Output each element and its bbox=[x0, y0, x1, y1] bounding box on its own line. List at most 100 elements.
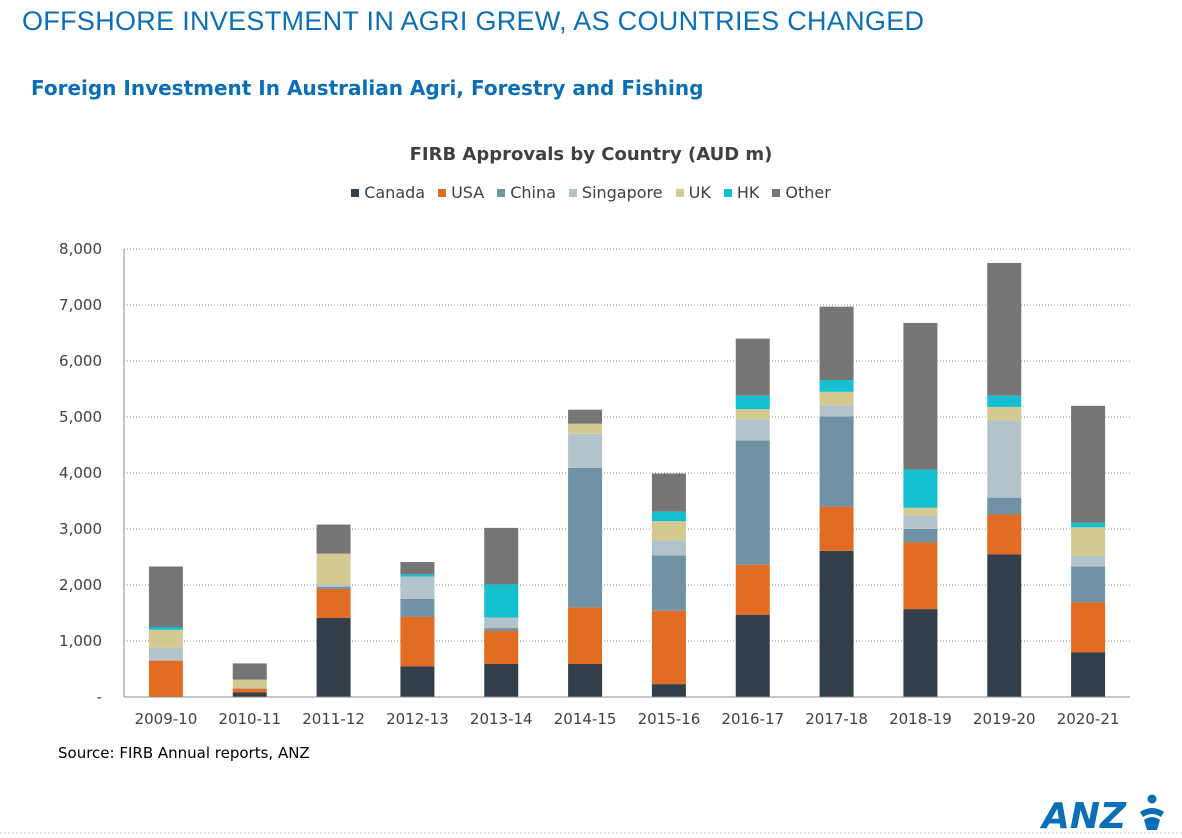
bar-segment-china bbox=[819, 416, 854, 507]
bar-segment-hk bbox=[400, 574, 435, 577]
bar-segment-china bbox=[651, 555, 686, 611]
source-note: Source: FIRB Annual reports, ANZ bbox=[58, 744, 310, 762]
bar-segment-usa bbox=[400, 616, 435, 667]
bar-segment-canada bbox=[232, 692, 267, 697]
anz-logo-text: ANZ bbox=[1040, 796, 1127, 832]
bar-segment-other bbox=[735, 338, 770, 396]
legend-swatch bbox=[675, 188, 684, 197]
y-tick-label: 3,000 bbox=[59, 520, 102, 538]
page-title: OFFSHORE INVESTMENT IN AGRI GREW, AS COU… bbox=[22, 6, 925, 36]
bar-segment-usa bbox=[232, 688, 267, 693]
bar-segment-usa bbox=[484, 630, 519, 664]
bar-segment-hk bbox=[903, 469, 938, 508]
bar-segment-china bbox=[316, 586, 351, 589]
bar-segment-singapore bbox=[568, 433, 603, 468]
anz-logo: ANZ bbox=[1040, 794, 1164, 832]
bar-segment-canada bbox=[400, 666, 435, 697]
legend-swatch bbox=[497, 188, 506, 197]
bar-segment-usa bbox=[651, 610, 686, 685]
legend-label: Other bbox=[785, 183, 831, 202]
legend-swatch bbox=[723, 188, 732, 197]
legend-item-hk: HK bbox=[723, 183, 760, 202]
bar-segment-usa bbox=[903, 542, 938, 610]
legend-label: China bbox=[510, 183, 556, 202]
y-tick-label: 8,000 bbox=[59, 240, 102, 258]
bar-segment-singapore bbox=[232, 687, 267, 689]
bar-segment-usa bbox=[987, 514, 1022, 555]
bar-segment-singapore bbox=[400, 576, 435, 599]
bar-segment-singapore bbox=[819, 405, 854, 417]
bar-segment-uk bbox=[735, 409, 770, 420]
legend-item-other: Other bbox=[772, 183, 831, 202]
bar-segment-other bbox=[819, 306, 854, 381]
legend-label: UK bbox=[688, 183, 711, 202]
x-tick-label: 2009-10 bbox=[135, 710, 198, 728]
bar-segment-uk bbox=[148, 629, 183, 648]
legend-item-china: China bbox=[497, 183, 556, 202]
legend-label: Singapore bbox=[581, 183, 663, 202]
bar-segment-uk bbox=[1071, 527, 1106, 556]
bar-segment-singapore bbox=[903, 515, 938, 529]
bar-segment-usa bbox=[819, 506, 854, 551]
footer-rule bbox=[0, 832, 1182, 834]
x-tick-label: 2016-17 bbox=[721, 710, 784, 728]
chart-legend: Canada USA China Singapore UK HK Other bbox=[0, 183, 1182, 202]
bar-segment-hk bbox=[1071, 522, 1106, 528]
anz-people-icon bbox=[1140, 794, 1164, 830]
bar-segment-singapore bbox=[316, 584, 351, 587]
x-tick-label: 2017-18 bbox=[805, 710, 868, 728]
bar-segment-canada bbox=[484, 663, 519, 697]
bar-segment-usa bbox=[735, 564, 770, 615]
x-tick-label: 2014-15 bbox=[554, 710, 617, 728]
bar-segment-usa bbox=[1071, 602, 1106, 653]
y-tick-label: 5,000 bbox=[59, 408, 102, 426]
bar-segment-other bbox=[987, 263, 1022, 396]
bar-segment-china bbox=[400, 599, 435, 617]
y-tick-label: 4,000 bbox=[59, 464, 102, 482]
bar-segment-other bbox=[232, 663, 267, 680]
x-tick-label: 2020-21 bbox=[1057, 710, 1120, 728]
bar-segment-singapore bbox=[651, 540, 686, 556]
bar-segment-canada bbox=[651, 684, 686, 697]
bar-segment-other bbox=[651, 473, 686, 512]
bar-segment-singapore bbox=[1071, 555, 1106, 567]
bar-segment-china bbox=[735, 440, 770, 565]
bar-segment-singapore bbox=[484, 617, 519, 629]
bar-segment-hk bbox=[987, 395, 1022, 407]
bar-segment-usa bbox=[148, 660, 183, 697]
bar-segment-uk bbox=[651, 521, 686, 541]
legend-label: HK bbox=[736, 183, 760, 202]
bar-segment-usa bbox=[568, 607, 603, 664]
legend-label: USA bbox=[451, 183, 485, 202]
legend-label: Canada bbox=[364, 183, 426, 202]
x-tick-label: 2013-14 bbox=[470, 710, 533, 728]
bar-segment-singapore bbox=[735, 419, 770, 441]
bar-segment-other bbox=[1071, 405, 1106, 523]
y-tick-label: - bbox=[97, 688, 102, 706]
bar-segment-china bbox=[1071, 566, 1106, 603]
bar-segment-china bbox=[568, 467, 603, 608]
y-tick-label: 7,000 bbox=[59, 296, 102, 314]
legend-item-usa: USA bbox=[438, 183, 484, 202]
legend-item-canada: Canada bbox=[351, 183, 425, 202]
bar-segment-uk bbox=[568, 423, 603, 434]
bar-segment-hk bbox=[651, 511, 686, 522]
chart-title: FIRB Approvals by Country (AUD m) bbox=[409, 144, 773, 165]
bar-segment-hk bbox=[735, 395, 770, 410]
bar-segment-other bbox=[148, 566, 183, 627]
x-tick-label: 2010-11 bbox=[218, 710, 281, 728]
x-tick-label: 2018-19 bbox=[889, 710, 952, 728]
bar-segment-canada bbox=[735, 614, 770, 697]
bar-segment-canada bbox=[819, 550, 854, 697]
bar-segment-hk bbox=[484, 584, 519, 618]
y-tick-label: 1,000 bbox=[59, 632, 102, 650]
legend-swatch bbox=[438, 188, 447, 197]
x-tick-label: 2011-12 bbox=[302, 710, 365, 728]
bar-segment-canada bbox=[568, 663, 603, 697]
bar-segment-canada bbox=[903, 609, 938, 697]
bar-segment-uk bbox=[232, 679, 267, 688]
bar-segment-uk bbox=[987, 406, 1022, 421]
bar-segment-canada bbox=[316, 618, 351, 697]
bar-segment-singapore bbox=[987, 420, 1022, 498]
bar-segment-china bbox=[484, 628, 519, 631]
